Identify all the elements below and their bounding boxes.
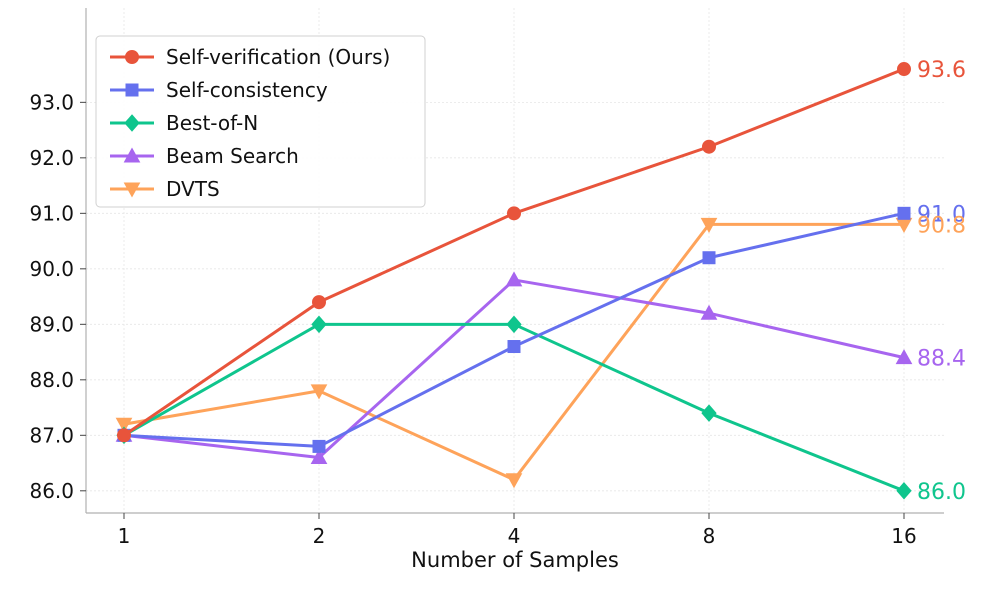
end-label-self-consistency: 91.0 (917, 202, 966, 227)
legend-marker-beam-search (123, 147, 141, 163)
y-tick-label: 90.0 (29, 257, 74, 281)
y-tick-label: 93.0 (29, 90, 74, 114)
data-point-beam-search (310, 448, 328, 465)
data-point-dvts (310, 384, 328, 400)
y-tick-label: 92.0 (29, 146, 74, 170)
y-ticks: 86.0 87.0 88.0 89.0 90.0 91.0 92.0 93.0 (29, 90, 86, 503)
end-label-dvts: 90.8 (917, 213, 966, 238)
data-point-self-verification-ours (702, 139, 716, 154)
legend-marker-self-verification-ours (125, 50, 139, 64)
x-tick-label: 4 (508, 524, 521, 548)
end-label-best-of-n: 86.0 (917, 480, 966, 505)
x-ticks: 1 2 4 8 16 (118, 513, 917, 548)
data-point-best-of-n (701, 404, 717, 422)
legend-box (95, 35, 426, 208)
legend-label-self-consistency: Self-consistency (166, 78, 328, 102)
data-point-best-of-n (896, 482, 912, 500)
data-point-self-verification-ours (897, 62, 911, 77)
legend: Self-verification (Ours) Self-consistency… (95, 35, 426, 208)
data-point-self-consistency (702, 251, 716, 265)
y-tick-label: 88.0 (29, 368, 74, 392)
data-point-self-verification-ours (117, 428, 131, 443)
legend-label-beam-search: Beam Search (166, 144, 299, 168)
end-label-beam-search: 88.4 (917, 347, 966, 372)
data-point-self-verification-ours (312, 295, 326, 310)
data-point-self-consistency (507, 340, 521, 354)
legend-label-best-of-n: Best-of-N (166, 111, 258, 135)
legend-label-dvts: DVTS (166, 177, 220, 201)
data-point-self-verification-ours (507, 206, 521, 221)
legend-label-self-verification-ours: Self-verification (Ours) (166, 45, 390, 69)
data-point-best-of-n (311, 315, 327, 334)
y-tick-label: 89.0 (29, 312, 74, 336)
data-point-self-consistency (897, 206, 911, 220)
series-group (115, 62, 913, 500)
data-point-beam-search (700, 304, 718, 320)
y-tick-label: 87.0 (29, 423, 74, 447)
y-tick-label: 86.0 (29, 479, 74, 503)
legend-marker-dvts (123, 182, 141, 198)
end-label-self-verification-ours: 93.6 (917, 58, 966, 83)
y-tick-label: 91.0 (29, 201, 74, 225)
data-point-best-of-n (506, 315, 522, 334)
data-point-dvts (505, 473, 523, 489)
data-point-beam-search (505, 271, 523, 287)
x-tick-label: 2 (313, 524, 326, 548)
legend-marker-self-consistency (125, 83, 139, 97)
data-point-self-consistency (312, 439, 326, 453)
data-point-dvts (115, 417, 133, 433)
x-axis-label: Number of Samples (411, 548, 619, 572)
end-labels: 93.6 91.0 86.0 88.4 90.8 (917, 58, 966, 505)
x-tick-label: 16 (891, 524, 916, 548)
data-point-beam-search (895, 349, 913, 365)
axes (85, 8, 944, 514)
x-tick-label: 1 (118, 524, 131, 548)
x-tick-label: 8 (703, 524, 716, 548)
legend-marker-best-of-n (124, 114, 140, 132)
data-point-dvts (700, 217, 718, 233)
